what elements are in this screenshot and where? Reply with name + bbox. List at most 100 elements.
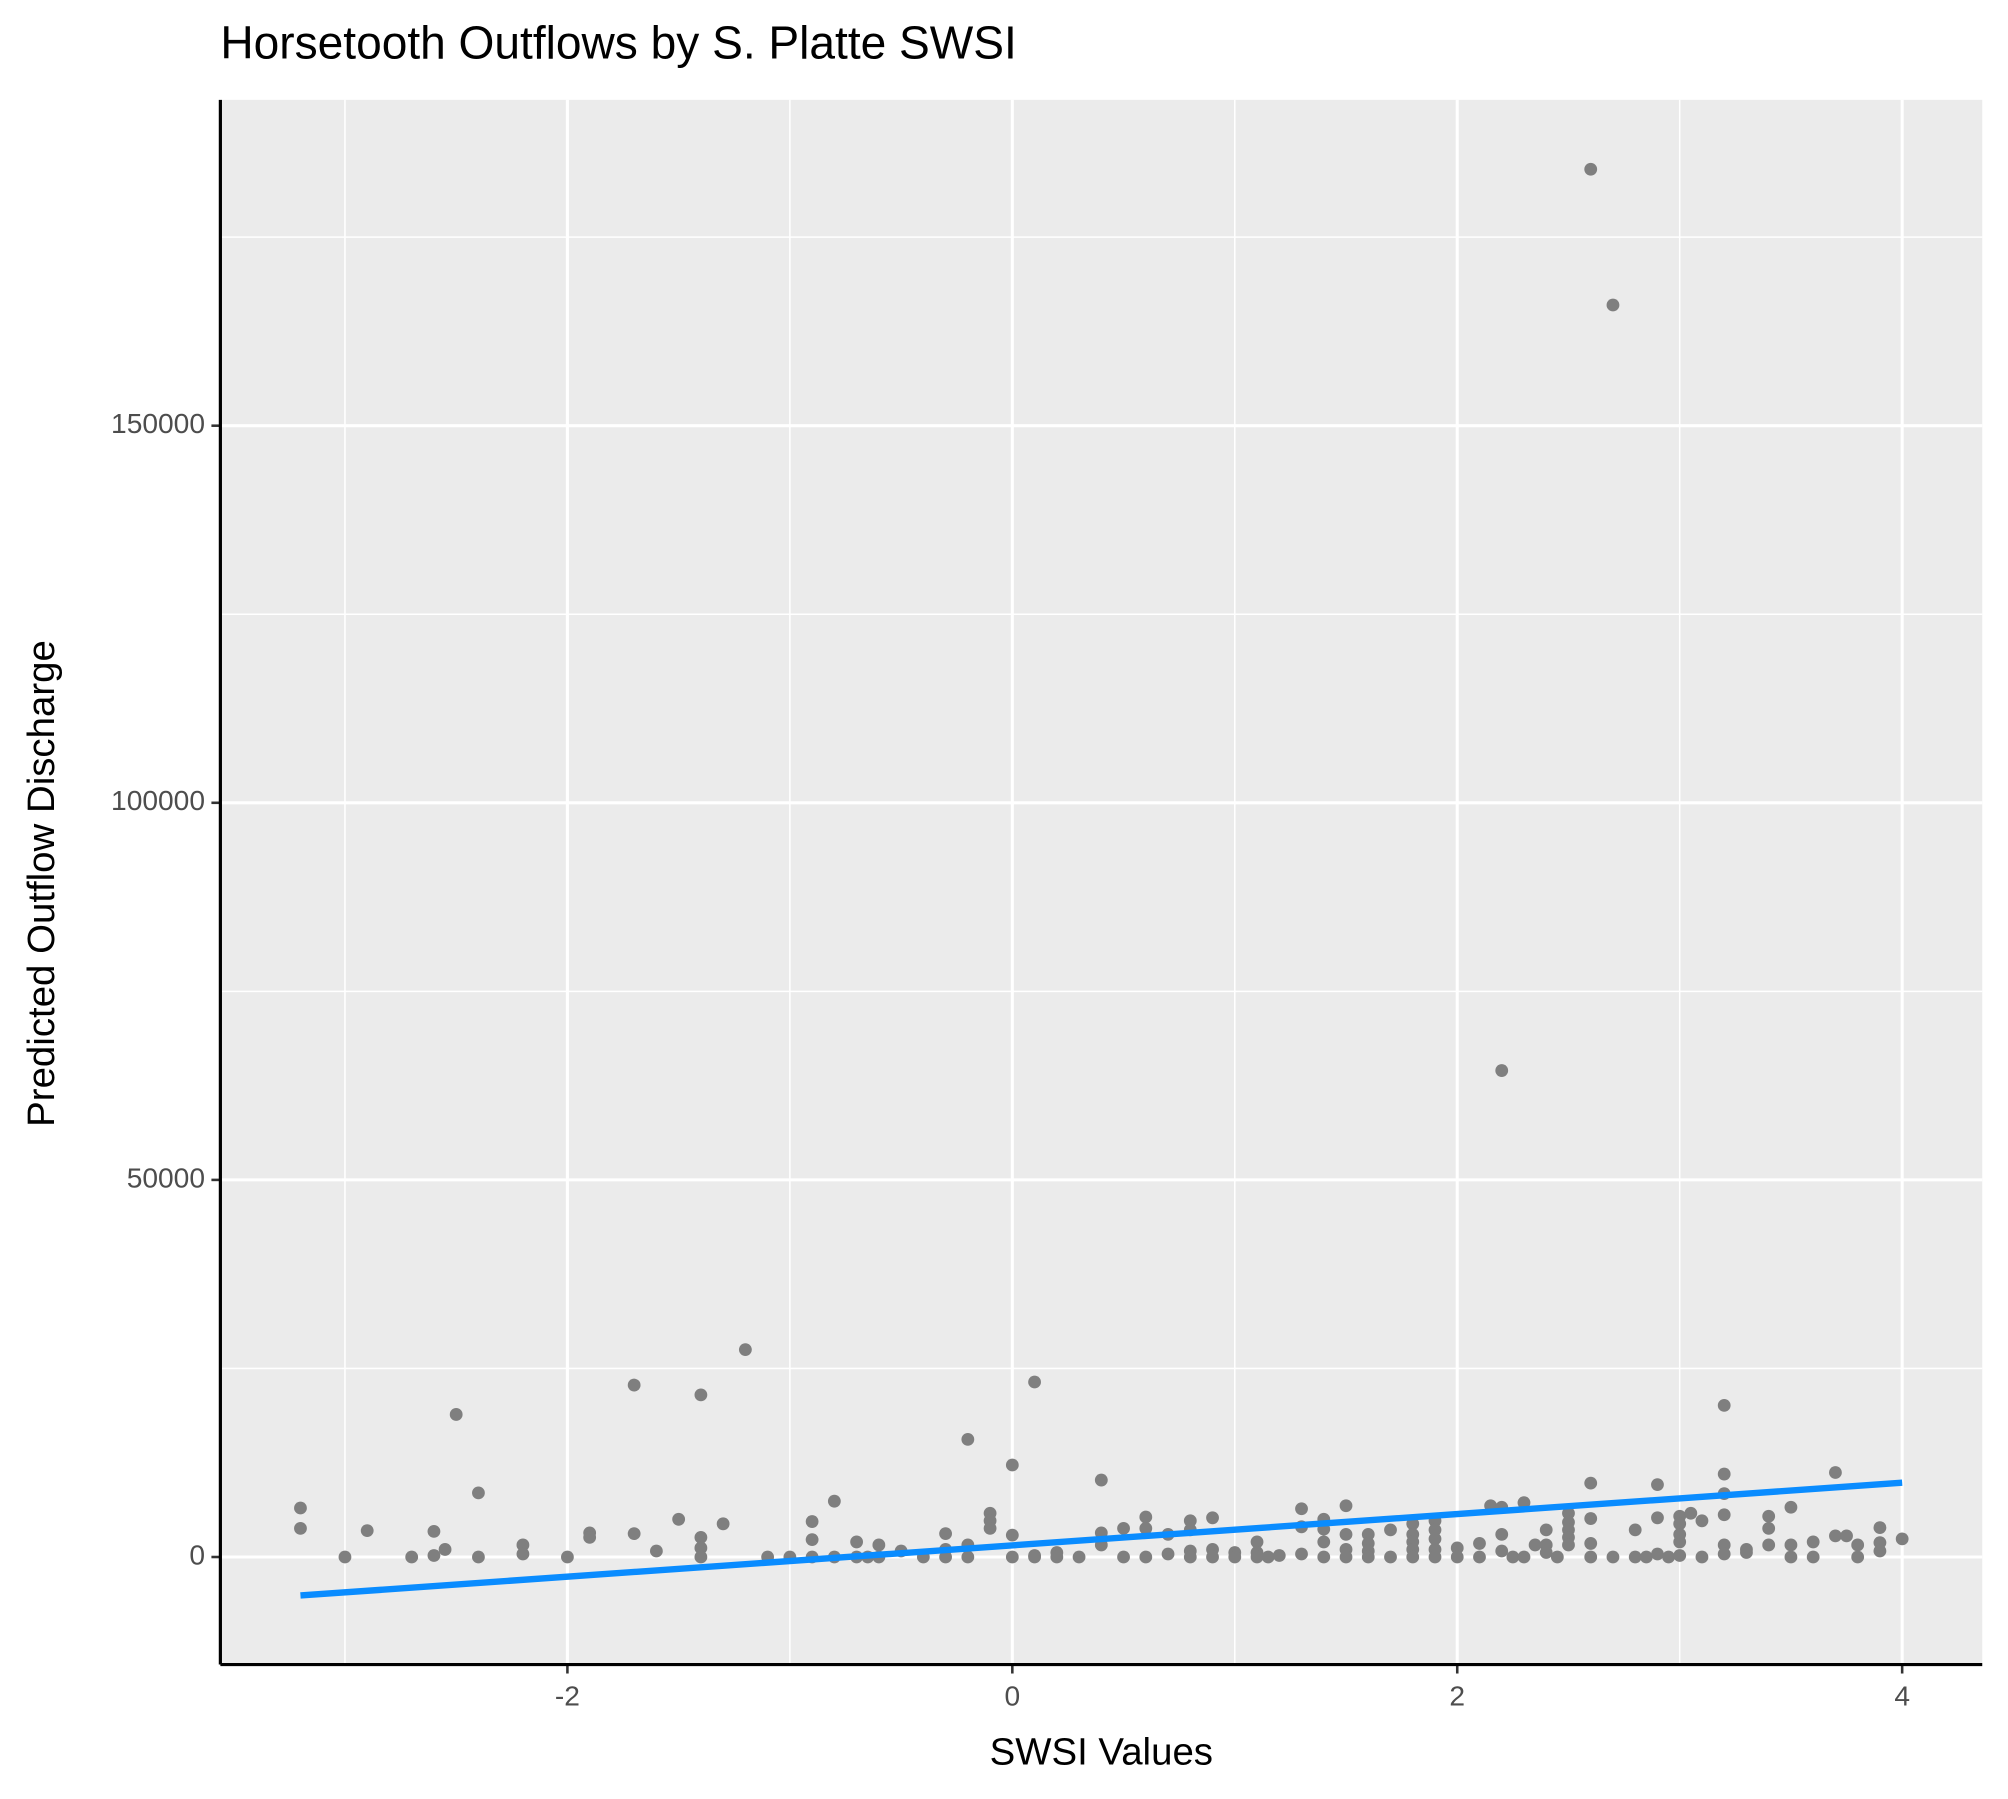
data-point: [1428, 1550, 1442, 1564]
data-point: [1005, 1458, 1019, 1472]
data-point: [1584, 1537, 1598, 1550]
data-point: [1851, 1538, 1865, 1552]
x-tick-label: 2: [1449, 1680, 1465, 1711]
chart-title: Horsetooth Outflows by S. Platte SWSI: [220, 16, 1016, 68]
data-point: [627, 1378, 641, 1392]
data-point: [1806, 1535, 1820, 1549]
data-point: [1517, 1550, 1531, 1564]
y-tick-label: 100000: [111, 785, 205, 816]
data-point: [1183, 1514, 1197, 1528]
data-point: [1339, 1527, 1353, 1541]
data-point: [716, 1517, 730, 1531]
data-point: [1506, 1550, 1520, 1564]
data-point: [1450, 1550, 1464, 1564]
data-point: [1250, 1550, 1264, 1564]
data-point: [1851, 1550, 1865, 1564]
x-tick-label: -2: [555, 1680, 580, 1711]
data-point: [1628, 1523, 1642, 1537]
data-point: [1740, 1546, 1753, 1559]
data-point: [1717, 1547, 1731, 1561]
data-point: [961, 1432, 975, 1446]
data-point: [738, 1343, 752, 1356]
data-point: [449, 1408, 463, 1421]
data-point: [1183, 1550, 1197, 1564]
data-point: [1428, 1532, 1442, 1546]
data-point: [1384, 1550, 1397, 1564]
data-point: [1050, 1550, 1064, 1564]
data-point: [1562, 1506, 1575, 1520]
data-point: [1762, 1509, 1776, 1523]
data-point: [1673, 1535, 1687, 1549]
data-point: [1639, 1550, 1653, 1564]
data-point: [1250, 1535, 1264, 1549]
data-point: [694, 1530, 708, 1544]
data-point: [1495, 1544, 1509, 1558]
data-point: [1539, 1546, 1553, 1559]
data-point: [338, 1550, 352, 1564]
data-point: [1717, 1467, 1731, 1481]
data-point: [939, 1527, 952, 1541]
data-point: [1695, 1550, 1709, 1564]
data-point: [1206, 1511, 1219, 1525]
data-point: [472, 1550, 485, 1564]
data-point: [1228, 1550, 1242, 1564]
y-axis-title: Predicted Outflow Discharge: [20, 640, 63, 1127]
data-point: [360, 1524, 374, 1538]
data-point: [1406, 1550, 1420, 1564]
data-point: [1651, 1511, 1664, 1525]
data-point: [1762, 1538, 1776, 1552]
data-point: [583, 1530, 597, 1544]
data-point: [1606, 298, 1620, 312]
data-point: [1539, 1523, 1553, 1537]
data-point: [1673, 1549, 1687, 1562]
data-point: [1895, 1532, 1909, 1546]
data-point: [1873, 1544, 1887, 1558]
data-point: [1717, 1508, 1731, 1522]
data-point: [1717, 1399, 1731, 1412]
data-point: [472, 1486, 485, 1500]
data-point: [1028, 1550, 1041, 1564]
data-point: [983, 1521, 997, 1535]
x-tick-label: 4: [1894, 1680, 1910, 1711]
data-point: [1317, 1550, 1331, 1564]
data-point: [1628, 1550, 1642, 1564]
data-point: [1651, 1478, 1664, 1492]
data-point: [1584, 162, 1598, 176]
data-point: [1784, 1538, 1798, 1552]
data-point: [939, 1550, 952, 1564]
data-point: [694, 1550, 708, 1564]
data-point: [1651, 1547, 1664, 1561]
data-point: [1428, 1523, 1442, 1537]
data-point: [1584, 1512, 1598, 1525]
data-point: [1361, 1527, 1375, 1541]
data-point: [516, 1547, 530, 1561]
data-point: [438, 1543, 452, 1556]
y-tick-label: 50000: [127, 1162, 205, 1193]
y-tick-label: 0: [189, 1539, 205, 1570]
data-point: [1139, 1550, 1153, 1564]
data-point: [1339, 1550, 1353, 1564]
data-point: [1473, 1537, 1486, 1550]
data-point: [427, 1549, 441, 1562]
plot-panel: [220, 99, 1983, 1665]
data-point: [1528, 1538, 1542, 1552]
data-point: [1117, 1550, 1130, 1564]
data-point: [1406, 1517, 1420, 1531]
data-point: [1550, 1550, 1564, 1564]
data-point: [1806, 1550, 1820, 1564]
data-point: [1295, 1502, 1308, 1516]
data-point: [672, 1512, 686, 1526]
data-point: [850, 1535, 864, 1549]
data-point: [649, 1544, 663, 1558]
data-point: [1384, 1523, 1397, 1537]
data-point: [1684, 1506, 1698, 1520]
data-point: [1829, 1529, 1842, 1543]
data-point: [1762, 1521, 1776, 1535]
data-point: [1005, 1550, 1019, 1564]
data-point: [1161, 1547, 1175, 1561]
data-point: [1117, 1521, 1130, 1535]
data-point: [1094, 1473, 1108, 1487]
data-point: [1717, 1538, 1731, 1552]
data-point: [405, 1550, 419, 1564]
